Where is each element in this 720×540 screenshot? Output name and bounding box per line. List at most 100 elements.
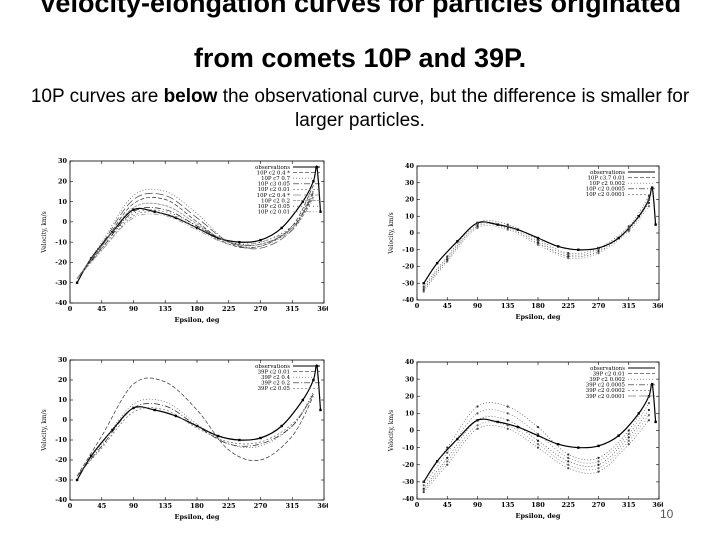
x-tick-label: 180 [531, 501, 545, 509]
legend-entry: 10P c7 0.7 [261, 176, 291, 182]
series-line [423, 420, 650, 493]
x-tick-label: 315 [285, 305, 299, 313]
data-point [506, 405, 509, 408]
data-point [567, 253, 570, 256]
y-tick-label: -20 [55, 259, 67, 267]
y-tick-label: -20 [55, 456, 67, 464]
data-point [647, 201, 651, 204]
chart-10p-small-particles: 0 45 90 135 180 225 270 315 360 -40 -30 -20 -10 0 10 20… [388, 162, 663, 321]
x-tick-label: 0 [68, 502, 73, 510]
data-point-observations [216, 434, 220, 438]
x-tick-label: 360 [317, 305, 328, 313]
plot-area [422, 382, 657, 494]
y-tick-label: -30 [55, 279, 67, 287]
y-tick-label: 0 [409, 427, 414, 435]
data-point [536, 243, 540, 246]
y-tick-label: -30 [402, 279, 414, 287]
data-point-observations [536, 434, 540, 437]
y-tick-label: 40 [405, 358, 415, 366]
data-point-observations [536, 236, 540, 240]
series-line [76, 191, 314, 279]
data-point-observations [153, 210, 156, 213]
legend-entry: observations [255, 364, 290, 370]
series-line [76, 197, 314, 279]
y-tick-label: 30 [405, 375, 415, 383]
data-point-observations [75, 281, 79, 284]
legend-entry: 10P c2 0.05 [258, 204, 291, 210]
data-point [597, 463, 600, 466]
x-axis-label: Epsilon, deg [175, 513, 220, 521]
x-axis-label: Epsilon, deg [516, 313, 561, 321]
y-tick-label: 40 [405, 162, 415, 170]
data-point-observations [637, 215, 641, 218]
data-point-observations [577, 446, 580, 449]
data-point [647, 402, 651, 405]
y-axis-label: Velocity, km/s [388, 410, 395, 452]
data-point-observations [238, 240, 241, 244]
y-tick-label: -10 [402, 444, 414, 452]
data-point [506, 412, 509, 415]
legend-entry: 10P c2 0.0001 [586, 192, 625, 198]
y-axis-label: Velocity, km/s [388, 212, 395, 254]
data-point-observations [174, 414, 178, 418]
chart-panel-10p-large: 0 45 90 135 180 225 270 315 360 -40 -30 -20 -10 0 10 20… [38, 155, 328, 325]
slide-subtitle: 10P curves are below the observational c… [20, 85, 700, 133]
legend-entry: 10P c2 0.01 [258, 210, 290, 216]
x-tick-label: 270 [592, 501, 606, 509]
data-point-observations [89, 454, 93, 458]
legend-entry: 10P c2 0.0005 [586, 187, 626, 193]
data-point-observations [301, 398, 305, 402]
x-tick-label: 0 [415, 501, 420, 509]
subtitle-emphasis: below [163, 86, 218, 107]
series-line [76, 195, 314, 279]
legend-entry: 39P c2 0.0005 [586, 383, 626, 389]
data-point-observations [111, 428, 114, 432]
data-point [567, 252, 570, 255]
x-tick-label: 270 [592, 302, 606, 310]
x-tick-label: 90 [473, 501, 483, 509]
data-point [536, 432, 540, 436]
data-point [647, 198, 651, 201]
data-point-observations [319, 408, 322, 412]
x-tick-label: 135 [158, 305, 172, 313]
x-axis-label: Epsilon, deg [516, 512, 561, 520]
legend-entry: 39P c2 0.0002 [586, 388, 625, 394]
x-tick-label: 270 [254, 502, 268, 510]
legend-entry: 39P c2 0.0001 [586, 394, 625, 400]
y-tick-label: 0 [409, 229, 414, 237]
subtitle-start: 10P curves are [30, 86, 164, 107]
legend-entry: 39P c2 0.01 [258, 369, 290, 375]
x-tick-label: 225 [561, 302, 575, 310]
y-tick-label: -40 [402, 296, 414, 304]
x-tick-label: 90 [129, 305, 139, 313]
y-tick-label: 20 [58, 177, 68, 185]
data-point-observations [556, 443, 560, 446]
series-line [423, 196, 650, 287]
x-tick-label: 90 [473, 302, 483, 310]
y-tick-label: -30 [55, 476, 67, 484]
x-tick-label: 0 [68, 305, 73, 313]
x-tick-label: 45 [443, 501, 453, 509]
data-point-observations [259, 238, 262, 242]
chart-10p-large-particles: 0 45 90 135 180 225 270 315 360 -40 -30 -20 -10 0 10 20… [41, 157, 328, 324]
y-tick-label: -10 [55, 436, 67, 444]
plot-area [75, 364, 322, 482]
legend-entry: 39P c2 0.4 [261, 375, 291, 381]
data-point [647, 419, 651, 422]
data-point-observations [617, 236, 620, 240]
data-point-observations [654, 223, 657, 226]
x-tick-label: 360 [652, 501, 663, 509]
y-tick-label: -30 [402, 478, 414, 486]
x-tick-label: 180 [531, 302, 545, 310]
x-tick-label: 135 [158, 502, 172, 510]
data-point-observations [153, 408, 156, 412]
series-line [423, 409, 650, 489]
legend-entry: 10P c2 0.4 * [257, 193, 291, 199]
x-tick-label: 45 [443, 302, 453, 310]
data-point-observations [597, 444, 600, 448]
y-tick-label: 20 [58, 376, 68, 384]
x-tick-label: 225 [222, 502, 236, 510]
data-point [597, 252, 600, 255]
x-tick-label: 45 [97, 502, 107, 510]
data-point-observations [456, 240, 459, 243]
